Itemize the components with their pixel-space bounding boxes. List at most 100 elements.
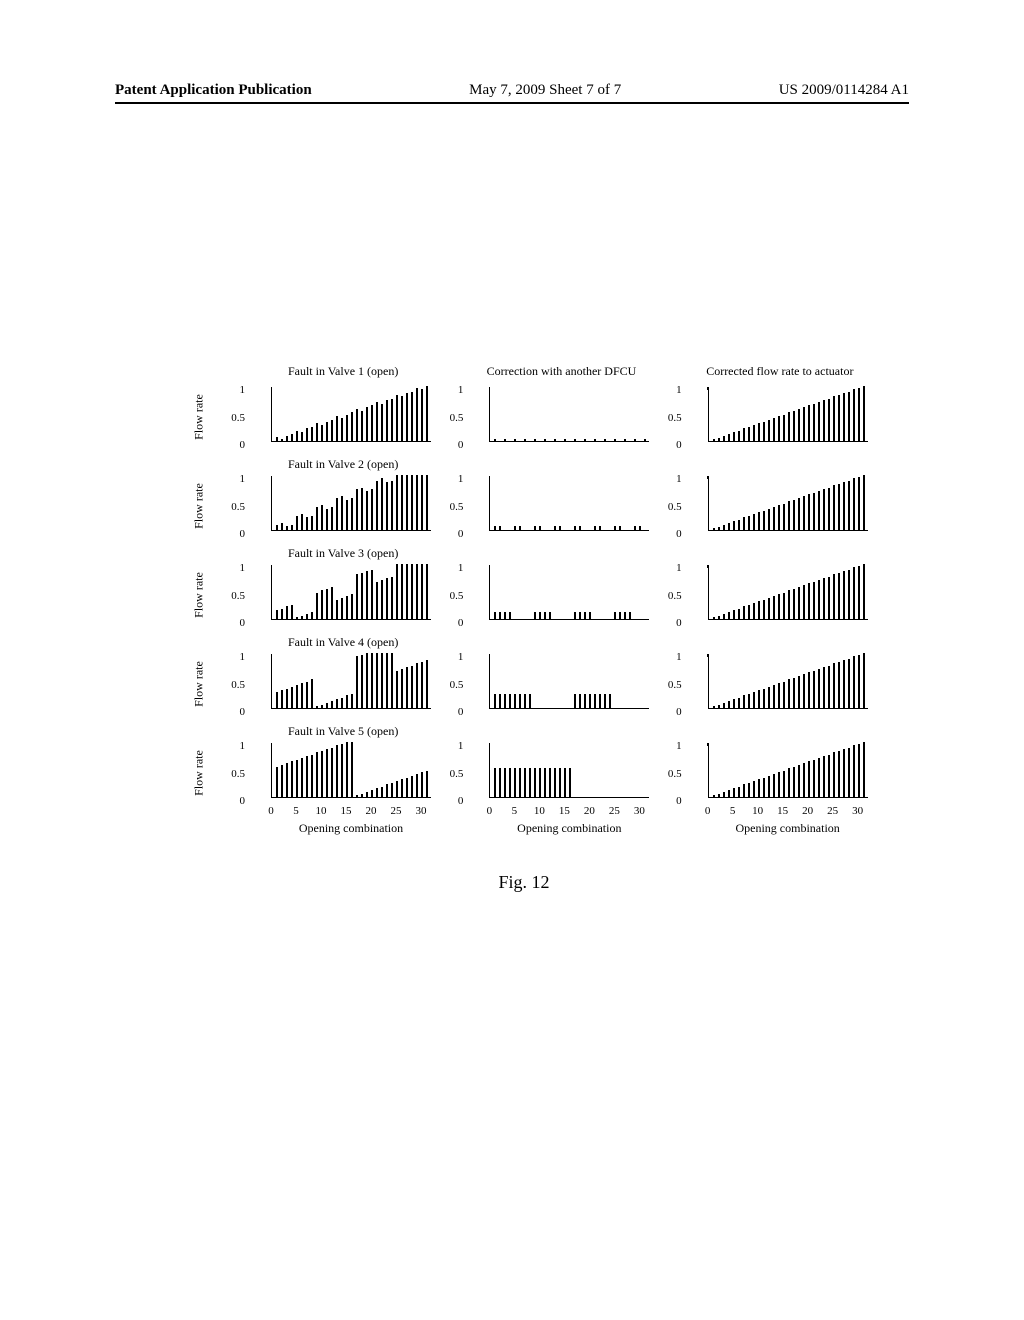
bar (793, 411, 795, 441)
bar (356, 656, 358, 708)
chart-cell: 00.51 (467, 650, 655, 718)
bar (316, 706, 318, 708)
bar (728, 434, 730, 441)
bar (411, 666, 413, 708)
bar (306, 756, 308, 797)
bar (738, 698, 740, 708)
bar (306, 517, 308, 530)
column-header: Corrected flow rate to actuator (686, 364, 874, 383)
bar (311, 612, 313, 619)
chart-cell: 00.51 (686, 383, 874, 451)
bar (863, 653, 865, 708)
ylabel-cell: Flow rate (174, 739, 219, 807)
bar (376, 582, 378, 619)
bar (291, 525, 293, 531)
bar (863, 386, 865, 441)
chart-cell: 00.51 (467, 383, 655, 451)
bar (828, 399, 830, 441)
header-left: Patent Application Publication (115, 82, 312, 99)
bar (798, 676, 800, 708)
bar (728, 612, 730, 619)
bar (803, 407, 805, 441)
bar (281, 609, 283, 619)
bar (713, 439, 715, 441)
bar (713, 795, 715, 797)
bar (718, 616, 720, 619)
bar (848, 748, 850, 798)
bar (326, 749, 328, 797)
bar (763, 689, 765, 708)
bar (579, 612, 581, 619)
bar (564, 768, 566, 797)
bar (346, 500, 348, 530)
bar (818, 402, 820, 441)
bar (401, 564, 403, 619)
bar (818, 669, 820, 708)
chart-grid: Fault in Valve 1 (open)Correction with a… (174, 364, 874, 836)
bar (296, 431, 298, 441)
header-right: US 2009/0114284 A1 (779, 82, 909, 99)
bar (391, 399, 393, 441)
bar (813, 760, 815, 797)
bar (386, 653, 388, 708)
bar (276, 767, 278, 797)
bar (599, 694, 601, 708)
bar (718, 794, 720, 797)
bar (306, 614, 308, 620)
bar (321, 425, 323, 441)
bar (286, 606, 288, 619)
bar (733, 699, 735, 708)
bar (391, 653, 393, 708)
bar (858, 655, 860, 708)
bar (381, 787, 383, 797)
bar (614, 526, 616, 530)
bar (529, 768, 531, 797)
bar (281, 765, 283, 797)
bar (539, 768, 541, 797)
bar (376, 788, 378, 797)
bar (351, 694, 353, 708)
bar (296, 760, 298, 797)
bar (276, 525, 278, 531)
bar (361, 573, 363, 619)
bar (554, 768, 556, 797)
bar (818, 491, 820, 530)
bar (778, 505, 780, 530)
bar (504, 439, 506, 441)
bar (544, 439, 546, 441)
bar (534, 768, 536, 797)
bar (758, 779, 760, 797)
bar (833, 396, 835, 441)
bar (733, 610, 735, 619)
bar (281, 523, 283, 530)
bar (296, 516, 298, 530)
bar (341, 598, 343, 619)
bar (386, 784, 388, 797)
bar (391, 481, 393, 531)
bar (311, 427, 313, 441)
bar (346, 415, 348, 441)
bar (843, 482, 845, 530)
bar (281, 439, 283, 441)
bar (748, 605, 750, 619)
xtick-labels: 051015202530 (271, 807, 431, 821)
bar (519, 768, 521, 797)
bar (416, 774, 418, 797)
bar (509, 612, 511, 619)
y-axis-label: Flow rate (191, 661, 206, 707)
bar (494, 612, 496, 619)
bar (569, 768, 571, 797)
chart-cell: 00.51 (249, 650, 437, 718)
bar (803, 496, 805, 530)
bar (396, 671, 398, 708)
chart-cell: 00.51 (467, 472, 655, 540)
bar (838, 573, 840, 619)
chart-cell: 00.51 (467, 739, 655, 807)
bar (848, 481, 850, 531)
bar (361, 655, 363, 708)
bar (494, 439, 496, 441)
bar (421, 475, 423, 530)
bar (574, 694, 576, 708)
bar (366, 653, 368, 708)
bar (634, 526, 636, 530)
